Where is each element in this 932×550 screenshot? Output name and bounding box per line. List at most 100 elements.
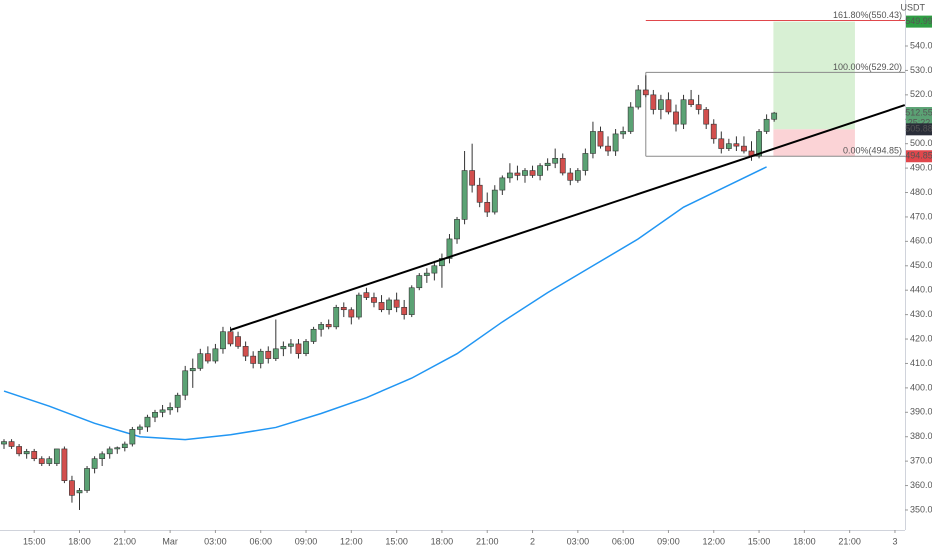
countdown-label: 25:22 — [908, 117, 931, 127]
y-tick-label: 460.00 — [910, 236, 932, 246]
candle-body — [612, 133, 619, 152]
x-tick-label: 09:00 — [295, 536, 318, 546]
x-tick-label: 12:00 — [340, 536, 363, 546]
candle-body — [650, 94, 657, 110]
candle-body — [476, 184, 483, 203]
y-tick-label: 540.00 — [910, 40, 932, 50]
candle-body — [484, 201, 491, 213]
candle-body — [718, 138, 725, 149]
loss-zone — [773, 129, 855, 157]
candle-body — [363, 292, 370, 298]
y-tick-label: 520.00 — [910, 89, 932, 99]
candle-body — [325, 324, 332, 328]
candle-body — [8, 441, 15, 447]
candle-body — [220, 331, 226, 350]
x-tick-label: 12:00 — [702, 536, 725, 546]
candle-body — [106, 448, 113, 455]
candle-body — [272, 348, 279, 359]
candle-body — [114, 447, 121, 450]
candle-body — [137, 426, 143, 430]
candle-body — [597, 131, 604, 147]
candle-body — [559, 158, 566, 174]
candle-body — [355, 294, 362, 318]
candle-body — [469, 170, 476, 186]
x-tick-label: 03:00 — [204, 536, 227, 546]
x-tick-label: 18:00 — [431, 536, 454, 546]
candle-body — [310, 328, 317, 342]
candle-body — [235, 336, 241, 347]
candle-body — [250, 355, 257, 364]
candle-body — [84, 468, 90, 491]
price-label: 494.85 — [905, 151, 932, 161]
candle-body — [295, 343, 302, 354]
x-tick-label: 18:00 — [68, 536, 91, 546]
candle-body — [454, 219, 460, 240]
candle-body — [506, 172, 513, 179]
x-tick-label: 15:00 — [23, 536, 46, 546]
candle-body — [121, 443, 128, 449]
currency-label: USDT — [901, 2, 926, 12]
candle-body — [242, 346, 249, 357]
x-tick-label: 18:00 — [793, 536, 816, 546]
x-tick-label: 03:00 — [567, 536, 590, 546]
candle-body — [491, 189, 498, 213]
candle-body — [680, 99, 687, 125]
fib-label: 0.00%(494.85) — [843, 146, 902, 156]
candle-body — [99, 453, 106, 459]
candle-body — [204, 353, 211, 362]
x-tick-label: 06:00 — [249, 536, 272, 546]
x-tick-label: 3 — [892, 536, 897, 546]
candle-body — [688, 99, 694, 105]
candle-body — [657, 99, 664, 110]
candle-body — [144, 416, 151, 428]
y-tick-label: 370.00 — [910, 456, 932, 466]
y-tick-label: 430.00 — [910, 309, 932, 319]
candle-body — [446, 238, 453, 259]
candle-body — [348, 309, 355, 318]
x-tick-label: 15:00 — [385, 536, 408, 546]
candle-body — [167, 407, 174, 411]
candle-body — [408, 287, 415, 315]
candle-body — [552, 158, 559, 164]
candle-body — [665, 99, 672, 113]
fib-label: 100.00%(529.20) — [833, 62, 902, 72]
x-tick-label: 15:00 — [748, 536, 771, 546]
x-tick-label: 21:00 — [838, 536, 861, 546]
candle-body — [371, 297, 377, 303]
candle-body — [174, 394, 181, 408]
candle-body — [189, 368, 196, 372]
candle-body — [227, 331, 234, 345]
price-label-box — [906, 123, 932, 136]
y-tick-label: 420.00 — [910, 333, 932, 343]
candle-body — [257, 350, 264, 364]
y-tick-label: 470.00 — [910, 211, 932, 221]
candle-body — [340, 306, 347, 311]
profit-zone — [773, 21, 855, 130]
candle-body — [522, 170, 528, 176]
candle-body — [537, 165, 543, 176]
candle-body — [333, 306, 340, 328]
y-tick-label: 380.00 — [910, 431, 932, 441]
y-tick-label: 480.00 — [910, 187, 932, 197]
candle-body — [318, 324, 325, 330]
x-tick-label: Mar — [162, 536, 178, 546]
x-tick-label: 2 — [530, 536, 535, 546]
candle-body — [38, 458, 45, 464]
candle-body — [582, 153, 589, 171]
x-tick-label: 06:00 — [612, 536, 635, 546]
candle-body — [499, 177, 506, 191]
candle-body — [53, 448, 60, 464]
candle-body — [159, 409, 166, 413]
candle-body — [197, 353, 204, 369]
candle-body — [182, 370, 189, 396]
candle-body — [23, 451, 30, 455]
candle-body — [152, 411, 158, 418]
candle-body — [76, 490, 83, 494]
y-tick-label: 490.00 — [910, 162, 932, 172]
y-tick-label: 440.00 — [910, 285, 932, 295]
candle-body — [605, 145, 611, 152]
candle-body — [91, 458, 98, 469]
candle-body — [710, 123, 717, 140]
